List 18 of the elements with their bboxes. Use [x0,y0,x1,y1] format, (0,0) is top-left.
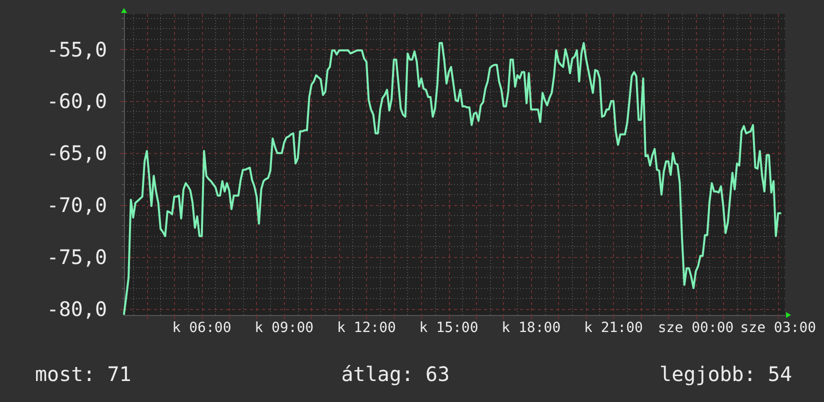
x-tick-label: k 18:00 [502,320,561,336]
y-tick-label: -65,0 [46,141,107,166]
text: átlag: 63 [341,362,450,386]
y-tick-label: -70,0 [46,192,107,217]
x-tick-label: k 15:00 [419,320,478,336]
y-tick-label: -80,0 [46,296,107,321]
x-tick-label: k 09:00 [254,320,314,336]
x-tick-label: k 12:00 [336,320,396,336]
y-tick-label: -60,0 [46,89,107,114]
x-tick-label: k 06:00 [172,320,232,336]
text: legjobb: 54 [660,362,792,386]
line-series [123,42,782,315]
text: most: 71 [35,362,132,386]
x-tick-label: sze 00:00 [658,320,734,336]
y-tick-label: -75,0 [46,244,107,269]
y-tick-label: -55,0 [46,37,107,62]
x-tick-label: sze 03:00 [740,320,816,336]
x-tick-label: k 21:00 [584,320,643,336]
